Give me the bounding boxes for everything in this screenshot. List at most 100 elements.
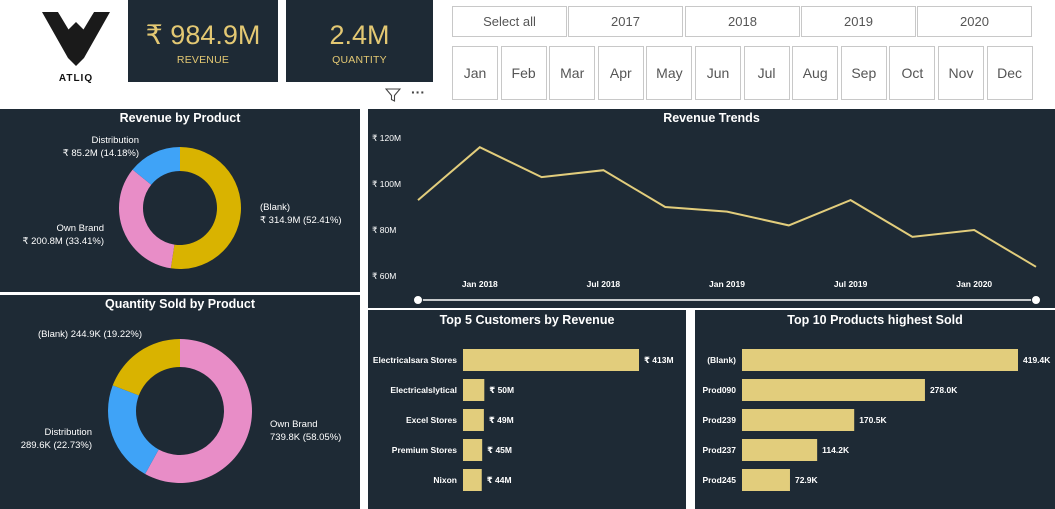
x-tick-label: Jul 2018 xyxy=(587,279,621,289)
chart-title: Top 10 Products highest Sold xyxy=(787,313,963,327)
slice-value-label: ₹ 85.2M (14.18%) xyxy=(63,148,139,159)
more-options-icon[interactable]: ··· xyxy=(411,84,425,100)
revenue-card: ₹ 984.9M REVENUE xyxy=(128,0,278,82)
bar-value-label: ₹ 413M xyxy=(644,355,674,365)
bar-value-label: 419.4K xyxy=(1023,355,1051,365)
bar[interactable] xyxy=(742,409,855,431)
chart-title: Top 5 Customers by Revenue xyxy=(439,313,615,327)
year-slicer-item[interactable]: 2020 xyxy=(917,6,1032,37)
chart-title: Revenue Trends xyxy=(663,111,760,125)
bar[interactable] xyxy=(463,439,483,461)
donut-slice[interactable] xyxy=(145,339,253,483)
bar[interactable] xyxy=(742,469,790,491)
bar[interactable] xyxy=(742,349,1018,371)
bar[interactable] xyxy=(463,469,482,491)
logo-text: ATLIQ xyxy=(58,73,94,84)
slice-name-label: (Blank) 244.9K (19.22%) xyxy=(38,329,142,340)
top-products-panel: Top 10 Products highest Sold (Blank) 419.… xyxy=(695,310,1055,509)
month-slicer-item[interactable]: Dec xyxy=(986,46,1033,100)
donut-slice[interactable] xyxy=(132,147,180,185)
y-tick-label: ₹ 60M xyxy=(372,271,396,281)
bar[interactable] xyxy=(463,379,485,401)
chart-title: Quantity Sold by Product xyxy=(104,297,255,311)
bar[interactable] xyxy=(742,439,818,461)
bar-category-label: Premium Stores xyxy=(392,445,457,455)
revenue-donut-chart: (Blank) ₹ 314.9M (52.41%) Own Brand ₹ 200.8… xyxy=(22,135,342,269)
revenue-label: REVENUE xyxy=(176,54,230,66)
slice-name-label: Own Brand xyxy=(270,419,318,430)
donut-slice[interactable] xyxy=(118,169,175,269)
slice-value-label: ₹ 314.9M (52.41%) xyxy=(260,215,342,226)
bar-value-label: ₹ 44M xyxy=(487,475,512,485)
x-tick-label: Jan 2020 xyxy=(956,279,992,289)
bar-category-label: Prod239 xyxy=(702,415,736,425)
atliq-logo: ATLIQ xyxy=(38,8,114,84)
quantity-donut-chart: Own Brand 739.8K (58.05%) Distribution 289.… xyxy=(21,329,341,483)
slice-name-label: Own Brand xyxy=(56,223,104,234)
bar-value-label: ₹ 50M xyxy=(489,385,514,395)
x-tick-label: Jan 2018 xyxy=(462,279,498,289)
year-slicer-item[interactable]: Select all xyxy=(452,6,567,37)
month-slicer-item[interactable]: Mar xyxy=(549,46,596,100)
donut-slice[interactable] xyxy=(170,147,241,269)
month-slicer-item[interactable]: Oct xyxy=(889,46,936,100)
quantity-value: 2.4M xyxy=(329,20,390,50)
revenue-by-product-panel: Revenue by Product (Blank) ₹ 314.9M (52.4… xyxy=(0,109,360,292)
bar-value-label: 72.9K xyxy=(795,475,819,485)
donut-slice[interactable] xyxy=(108,385,159,474)
month-slicer-item[interactable]: Jan xyxy=(452,46,498,100)
year-slicer-item[interactable]: 2019 xyxy=(801,6,916,37)
bar[interactable] xyxy=(742,379,925,401)
revenue-value: ₹ 984.9M xyxy=(145,20,261,50)
bar-value-label: 114.2K xyxy=(822,445,850,455)
month-slicer-item[interactable]: Jul xyxy=(743,46,790,100)
month-slicer-item[interactable]: Sep xyxy=(840,46,887,100)
top-customers-bar-chart: Electricalsara Stores ₹ 413M Electricalsly… xyxy=(373,349,674,491)
slice-name-label: (Blank) xyxy=(260,202,290,213)
bar-category-label: Prod237 xyxy=(702,445,736,455)
slice-name-label: Distribution xyxy=(91,135,139,146)
top-customers-panel: Top 5 Customers by Revenue Electricalsar… xyxy=(368,310,686,509)
month-slicer-item[interactable]: Apr xyxy=(597,46,644,100)
bar[interactable] xyxy=(463,409,484,431)
revenue-trend-line-chart: ₹ 60M ₹ 80M ₹ 100M ₹ 120M Jan 2018 Jul 2018 Ja… xyxy=(372,133,1041,305)
quantity-card: 2.4M QUANTITY xyxy=(286,0,433,82)
revenue-trends-panel: Revenue Trends ₹ 60M ₹ 80M ₹ 100M ₹ 120M Jan… xyxy=(368,109,1055,308)
month-slicer-item[interactable]: Jun xyxy=(695,46,741,100)
slice-value-label: 289.6K (22.73%) xyxy=(21,440,92,451)
bar-value-label: 278.0K xyxy=(930,385,958,395)
bar-category-label: (Blank) xyxy=(707,355,736,365)
bar-value-label: ₹ 45M xyxy=(487,445,512,455)
y-tick-label: ₹ 120M xyxy=(372,133,401,143)
x-tick-label: Jan 2019 xyxy=(709,279,745,289)
bar-category-label: Excel Stores xyxy=(406,415,457,425)
bar-category-label: Electricalsara Stores xyxy=(373,355,457,365)
filter-icon[interactable] xyxy=(384,87,402,103)
chart-title: Revenue by Product xyxy=(119,111,241,125)
month-slicer-item[interactable]: Aug xyxy=(792,46,839,100)
bar-category-label: Prod090 xyxy=(702,385,736,395)
month-slicer-item[interactable]: Feb xyxy=(500,46,547,100)
slice-value-label: ₹ 200.8M (33.41%) xyxy=(22,236,104,247)
year-slicer-item[interactable]: 2017 xyxy=(568,6,683,37)
month-slicer-item[interactable]: Nov xyxy=(938,46,984,100)
range-slider-end-handle[interactable] xyxy=(1031,295,1041,305)
year-slicer-item[interactable]: 2018 xyxy=(685,6,800,37)
donut-slice[interactable] xyxy=(112,339,180,396)
bar-category-label: Nixon xyxy=(433,475,457,485)
quantity-by-product-panel: Quantity Sold by Product Own Brand 739.8K… xyxy=(0,295,360,509)
bar-value-label: 170.5K xyxy=(859,415,887,425)
top-products-bar-chart: (Blank) 419.4K Prod090 278.0K Prod239 170.5K P… xyxy=(702,349,1051,491)
range-slider-start-handle[interactable] xyxy=(413,295,423,305)
slice-value-label: 739.8K (58.05%) xyxy=(270,432,341,443)
bar[interactable] xyxy=(463,349,639,371)
y-tick-label: ₹ 100M xyxy=(372,179,401,189)
quantity-label: QUANTITY xyxy=(332,54,387,66)
month-slicer-item[interactable]: May xyxy=(646,46,693,100)
bar-value-label: ₹ 49M xyxy=(489,415,514,425)
y-tick-label: ₹ 80M xyxy=(372,225,396,235)
slice-name-label: Distribution xyxy=(44,427,92,438)
bar-category-label: Electricalslytical xyxy=(390,385,457,395)
bar-category-label: Prod245 xyxy=(702,475,736,485)
revenue-trend-line[interactable] xyxy=(417,146,1037,268)
